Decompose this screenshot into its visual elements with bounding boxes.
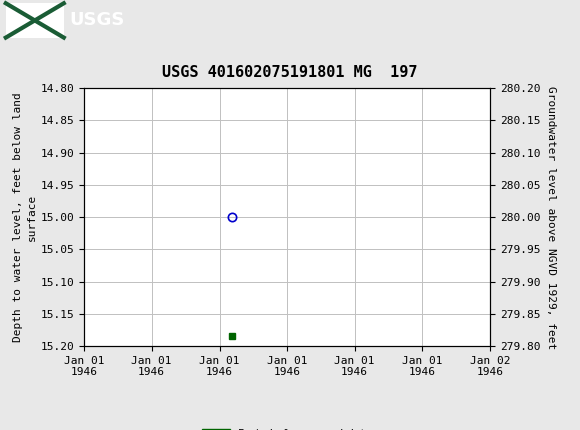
FancyBboxPatch shape: [6, 3, 64, 37]
Legend: Period of approved data: Period of approved data: [197, 425, 377, 430]
Y-axis label: Groundwater level above NGVD 1929, feet: Groundwater level above NGVD 1929, feet: [546, 86, 556, 349]
Text: USGS 401602075191801 MG  197: USGS 401602075191801 MG 197: [162, 64, 418, 80]
Text: USGS: USGS: [70, 12, 125, 29]
Y-axis label: Depth to water level, feet below land
surface: Depth to water level, feet below land su…: [13, 92, 37, 342]
